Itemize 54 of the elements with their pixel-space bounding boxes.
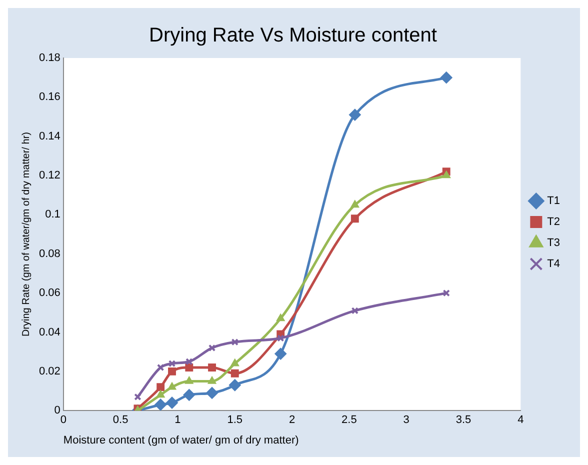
x-tick-label: 2	[288, 414, 296, 426]
x-tick-label: 0.5	[112, 414, 128, 426]
point	[156, 383, 165, 392]
y-tick-label: 0.14	[38, 130, 60, 142]
legend-label: T2	[547, 216, 560, 228]
point	[156, 390, 165, 398]
point	[231, 338, 238, 346]
x-tick-label: 3.5	[456, 414, 472, 426]
y-axis-title: Drying Rate (gm of water/gm of dry matter/ hr)	[20, 132, 32, 337]
x-tick-label: 1.5	[227, 414, 243, 426]
point	[154, 398, 167, 411]
y-tick-label: 0.06	[38, 287, 60, 300]
x-tick-label: 3	[403, 414, 410, 426]
point	[440, 72, 452, 84]
point	[351, 307, 359, 314]
point	[168, 382, 176, 390]
point	[185, 364, 194, 372]
y-tick-label: 0	[54, 404, 60, 417]
y-tick-label: 0.02	[38, 365, 60, 378]
point	[208, 364, 216, 372]
point	[276, 314, 285, 322]
x-axis-title: Moisture content (gm of water/ gm of dry matter)	[63, 434, 299, 446]
point	[230, 358, 240, 366]
point	[208, 344, 216, 352]
x-tick-label: 1	[174, 414, 181, 426]
y-tick-label: 0.16	[38, 91, 60, 104]
y-tick-label: 0.18	[38, 52, 60, 64]
point	[230, 369, 239, 378]
x-tick-label: 2.5	[342, 414, 357, 426]
x-tick-label: 4	[518, 414, 524, 426]
point	[276, 334, 284, 342]
legend-label: T1	[547, 195, 560, 208]
legend-label: T4	[547, 258, 560, 270]
point	[168, 360, 176, 368]
point	[350, 200, 360, 208]
point	[186, 358, 193, 366]
y-tick-label: 0.1	[45, 208, 60, 221]
point	[184, 376, 194, 384]
point	[206, 386, 218, 399]
y-tick-label: 0.08	[38, 248, 60, 260]
point	[166, 396, 178, 409]
y-tick-label: 0.04	[38, 326, 60, 338]
legend-label: T3	[547, 237, 560, 250]
point	[156, 364, 164, 372]
point	[350, 214, 359, 223]
point	[348, 108, 361, 121]
point	[442, 170, 451, 178]
point	[228, 379, 241, 392]
chart-title: Drying Rate Vs Moisture content	[149, 24, 438, 47]
point	[183, 388, 196, 401]
y-tick-label: 0.12	[38, 170, 60, 182]
point	[208, 376, 216, 384]
point	[168, 367, 176, 376]
point	[274, 348, 287, 360]
